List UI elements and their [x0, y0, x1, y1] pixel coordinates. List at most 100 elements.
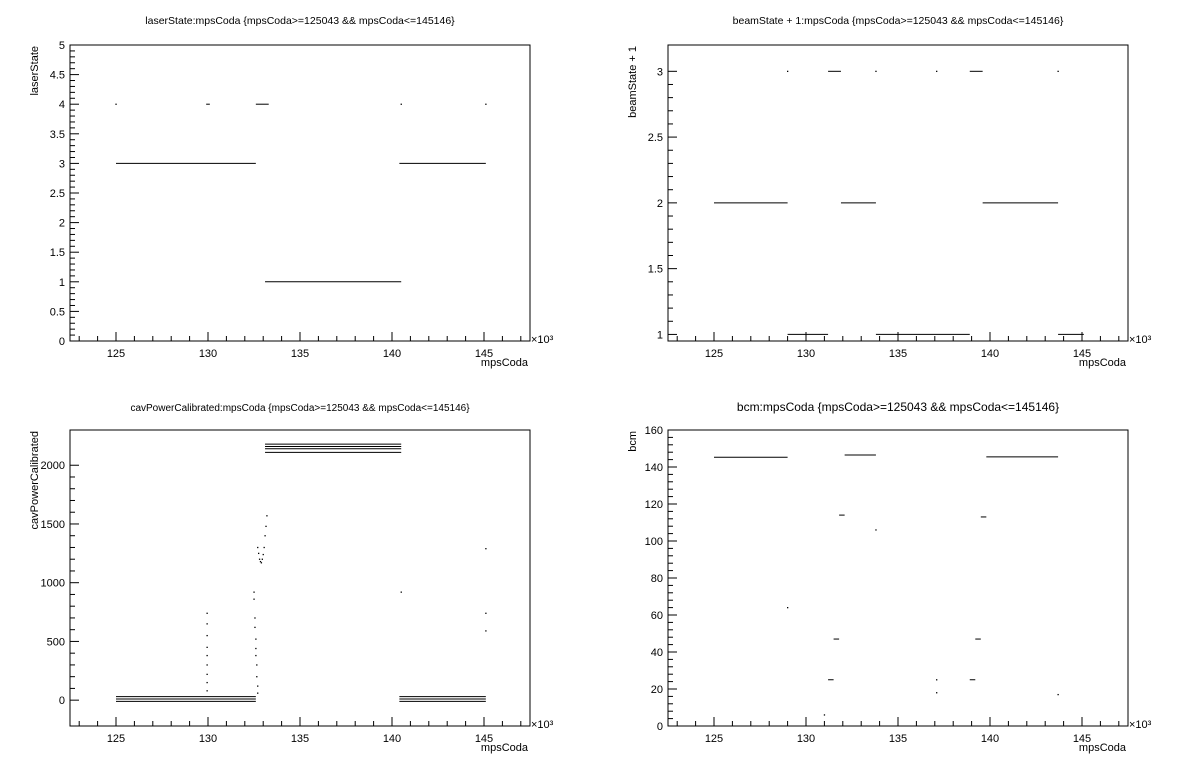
x-tick-label: 130 — [797, 348, 815, 360]
y-tick-label: 1.5 — [50, 247, 65, 259]
data-point — [787, 70, 789, 73]
data-point — [400, 103, 402, 105]
data-point — [115, 103, 117, 105]
data-point — [1057, 70, 1059, 73]
y-tick-label: 1500 — [41, 519, 65, 531]
y-tick-label: 0 — [59, 336, 65, 348]
chart-1: laserState:mpsCoda {mpsCoda>=125043 && m… — [29, 15, 554, 369]
data-point — [485, 612, 487, 614]
x-axis-label: mpsCoda — [1079, 357, 1127, 369]
data-point — [260, 562, 263, 564]
y-tick-label: 140 — [645, 462, 663, 474]
data-point — [787, 607, 789, 609]
y-tick-label: 20 — [651, 684, 663, 696]
x-exponent-label: ×10³ — [531, 719, 554, 731]
data-point — [936, 679, 938, 681]
data-point — [485, 630, 487, 632]
x-tick-label: 130 — [199, 348, 217, 360]
data-point — [254, 626, 256, 629]
data-point — [485, 548, 487, 550]
y-tick-label: 2 — [59, 218, 65, 230]
data-point — [261, 558, 263, 560]
y-tick-label: 500 — [47, 636, 65, 648]
x-tick-label: 145 — [1073, 348, 1091, 360]
plot-frame — [69, 44, 531, 342]
y-tick-label: 5 — [59, 40, 65, 52]
x-tick-label: 145 — [475, 733, 493, 745]
y-tick-label: 2 — [657, 198, 663, 210]
y-tick-label: 4.5 — [50, 70, 65, 82]
x-tick-label: 140 — [383, 733, 401, 745]
data-point — [875, 529, 877, 531]
y-tick-label: 0 — [59, 695, 65, 707]
data-point — [258, 558, 261, 560]
x-tick-label: 145 — [1073, 733, 1091, 745]
data-point — [206, 690, 208, 692]
data-point — [266, 515, 268, 517]
chart-title: cavPowerCalibrated:mpsCoda {mpsCoda>=125… — [130, 403, 470, 414]
x-tick-label: 135 — [291, 733, 309, 745]
data-point — [257, 692, 259, 694]
y-tick-label: 120 — [645, 499, 663, 511]
x-tick-label: 125 — [107, 733, 125, 745]
y-tick-label: 2.5 — [50, 188, 65, 200]
x-tick-label: 125 — [705, 348, 723, 360]
data-point — [400, 591, 402, 593]
chart-2: beamState + 1:mpsCoda {mpsCoda>=125043 &… — [627, 15, 1152, 369]
y-tick-label: 1.5 — [648, 264, 663, 276]
y-tick-label: 0 — [657, 721, 663, 733]
data-point — [257, 685, 259, 687]
y-axis-label: beamState + 1 — [627, 46, 639, 118]
x-tick-label: 130 — [797, 733, 815, 745]
chart-4: bcm:mpsCoda {mpsCoda>=125043 && mpsCoda<… — [627, 400, 1152, 754]
data-point — [254, 617, 256, 619]
chart-title: bcm:mpsCoda {mpsCoda>=125043 && mpsCoda<… — [737, 400, 1059, 414]
chart-title: beamState + 1:mpsCoda {mpsCoda>=125043 &… — [733, 15, 1064, 27]
y-tick-label: 80 — [651, 573, 663, 585]
data-point — [255, 654, 257, 657]
x-tick-label: 130 — [199, 733, 217, 745]
data-point — [206, 664, 208, 666]
y-tick-label: 4 — [59, 99, 65, 111]
data-point — [823, 714, 826, 716]
x-tick-label: 125 — [705, 733, 723, 745]
x-exponent-label: ×10³ — [531, 334, 554, 346]
plot-frame — [667, 44, 1129, 342]
y-tick-label: 2000 — [41, 460, 65, 472]
y-axis-label: cavPowerCalibrated — [29, 431, 41, 529]
y-tick-label: 40 — [651, 647, 663, 659]
data-point — [206, 654, 208, 657]
x-axis-label: mpsCoda — [481, 357, 529, 369]
data-point — [206, 673, 208, 676]
y-tick-label: 0.5 — [50, 306, 65, 318]
data-point — [875, 70, 877, 73]
data-point — [265, 525, 267, 528]
data-point — [485, 103, 487, 105]
y-tick-label: 3 — [59, 158, 65, 170]
data-point — [259, 560, 262, 563]
data-point — [257, 546, 259, 549]
x-tick-label: 135 — [291, 348, 309, 360]
x-tick-label: 135 — [889, 733, 907, 745]
data-point — [206, 623, 208, 625]
y-tick-label: 60 — [651, 610, 663, 622]
y-tick-label: 160 — [645, 425, 663, 437]
data-point — [256, 664, 258, 666]
x-tick-label: 140 — [981, 348, 999, 360]
data-point — [264, 535, 266, 537]
y-tick-label: 3 — [657, 66, 663, 78]
y-tick-label: 1 — [657, 329, 663, 341]
y-axis-label: laserState — [29, 46, 41, 96]
y-tick-label: 2.5 — [648, 132, 663, 144]
y-tick-label: 1000 — [41, 578, 65, 590]
x-tick-label: 135 — [889, 348, 907, 360]
data-point — [256, 676, 258, 678]
data-point — [263, 546, 265, 549]
data-point — [258, 552, 260, 555]
x-tick-label: 125 — [107, 348, 125, 360]
y-tick-label: 100 — [645, 536, 663, 548]
data-point — [936, 692, 938, 694]
y-tick-label: 1 — [59, 277, 65, 289]
data-point — [253, 598, 255, 600]
x-axis-label: mpsCoda — [481, 742, 529, 754]
